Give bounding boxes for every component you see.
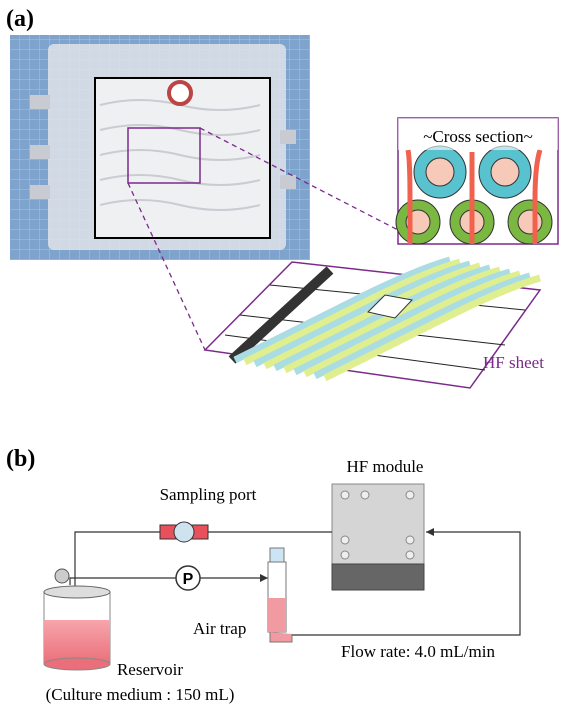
cross-section-title: ~Cross section~ xyxy=(423,127,533,146)
panel-label: (a) xyxy=(6,6,34,32)
figure: (a) xyxy=(0,0,561,709)
hf-module xyxy=(332,484,424,590)
air-trap-label: Air trap xyxy=(193,619,246,638)
module-label: HF module xyxy=(347,457,424,476)
sheet-label: HF sheet xyxy=(483,353,544,372)
arrow xyxy=(260,574,268,582)
pump: P xyxy=(176,566,200,590)
cross-section: ~Cross section~ xyxy=(396,118,558,244)
hf-sheet: HF sheet xyxy=(205,260,544,388)
flow-rate-label: Flow rate: 4.0 mL/min xyxy=(341,642,495,661)
sampling-port-label: Sampling port xyxy=(160,485,257,504)
tubing xyxy=(70,532,520,635)
photo xyxy=(10,35,310,260)
medium-label: (Culture medium : 150 mL) xyxy=(46,685,235,704)
reservoir-label: Reservoir xyxy=(117,660,183,679)
air-trap xyxy=(268,548,292,642)
arrow xyxy=(426,528,434,536)
pump-label: P xyxy=(183,571,194,588)
reservoir xyxy=(44,569,110,670)
panel-label: (b) xyxy=(6,446,35,472)
sampling-port xyxy=(160,522,208,542)
